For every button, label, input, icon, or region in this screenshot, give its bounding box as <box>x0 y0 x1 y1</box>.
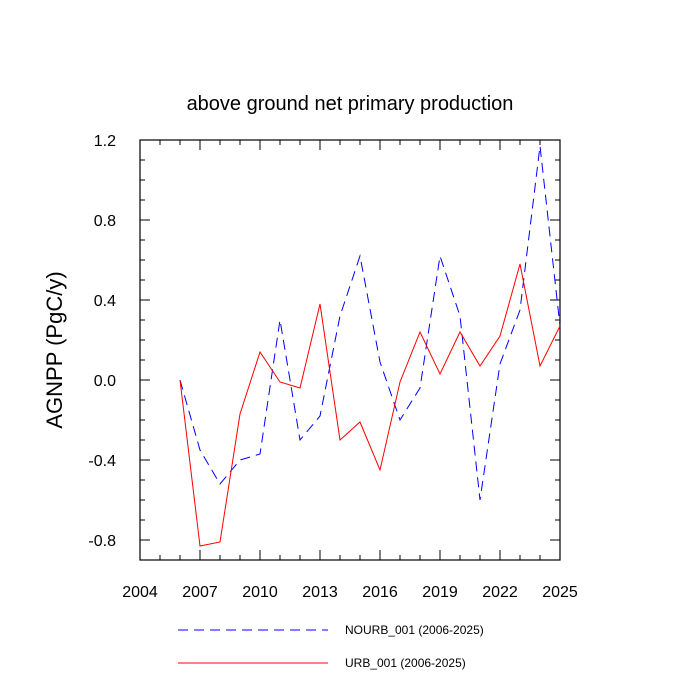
x-tick-label: 2004 <box>122 584 158 601</box>
legend-label-nourb: NOURB_001 (2006-2025) <box>345 623 484 637</box>
legend-label-urb: URB_001 (2006-2025) <box>345 656 466 670</box>
axes: 2004 2007 2010 2013 2016 2019 2022 2025 -0.8 -0.4… <box>88 133 577 601</box>
legend: NOURB_001 (2006-2025) URB_001 (2006-2025) <box>178 623 484 670</box>
y-tick-label: 0.8 <box>94 213 116 230</box>
x-tick-label: 2007 <box>182 584 218 601</box>
chart-title: above ground net primary production <box>187 93 514 115</box>
y-tick-label: 1.2 <box>94 133 116 150</box>
x-tick-label: 2025 <box>542 584 578 601</box>
x-tick-label: 2010 <box>242 584 278 601</box>
series-layer <box>179 145 561 547</box>
series-line-nourb <box>179 145 561 501</box>
x-tick-label: 2022 <box>482 584 518 601</box>
y-axis-label: AGNPP (PgC/y) <box>42 271 67 428</box>
y-tick-label: 0.0 <box>94 373 116 390</box>
series-line-urb <box>179 263 561 547</box>
plot-frame <box>139 139 561 561</box>
x-tick-label: 2019 <box>422 584 458 601</box>
y-tick-label: 0.4 <box>94 293 116 310</box>
y-tick-label: -0.8 <box>88 533 116 550</box>
x-tick-label: 2013 <box>302 584 338 601</box>
x-tick-label: 2016 <box>362 584 398 601</box>
y-tick-label: -0.4 <box>88 453 116 470</box>
